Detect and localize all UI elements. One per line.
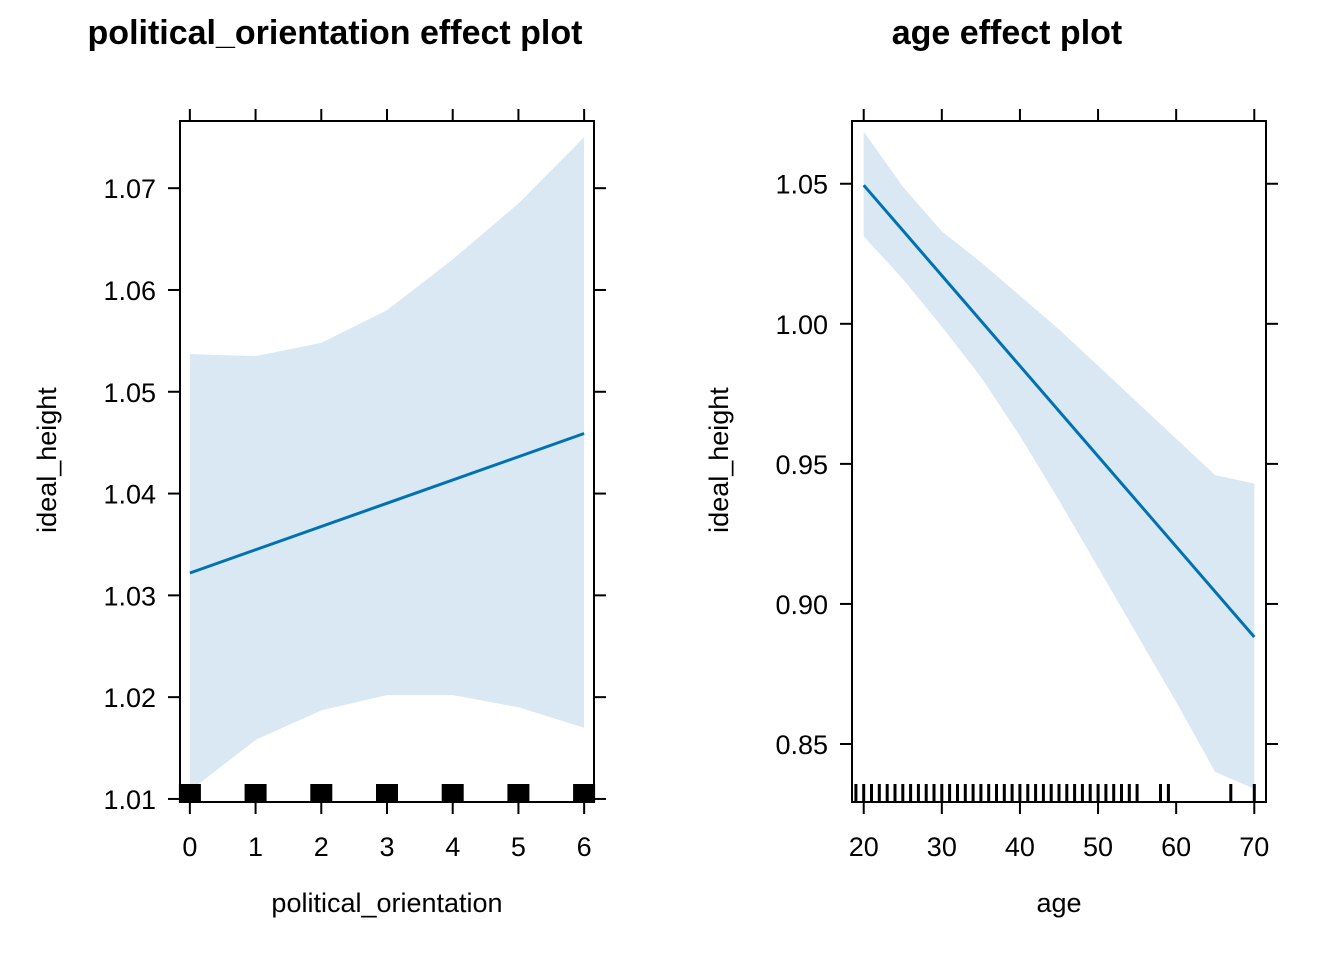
x-tick-label: 1: [248, 832, 263, 862]
rug-mark: [376, 784, 398, 802]
rug-mark: [1166, 784, 1170, 802]
x-axis-label: age: [1036, 888, 1081, 918]
chart-title: age effect plot: [892, 14, 1122, 52]
rug-mark: [854, 784, 858, 802]
rug-mark: [1073, 784, 1077, 802]
rug-mark: [1159, 784, 1162, 802]
political-orientation-panel: political_orientation effect plot politi…: [32, 14, 606, 918]
effect-line: [862, 184, 1256, 638]
rug-mark: [1104, 784, 1108, 802]
x-tick-label: 50: [1083, 832, 1113, 862]
y-tick-label: 1.05: [775, 170, 828, 200]
rug-mark: [971, 784, 975, 802]
x-tick-label: 5: [511, 832, 526, 862]
plot-frame: [851, 120, 1267, 803]
y-tick-label: 1.04: [103, 480, 156, 510]
rug-mark: [1041, 784, 1045, 802]
rug-mark: [963, 784, 967, 802]
y-tick-label: 1.02: [103, 683, 156, 713]
rug-mark: [507, 784, 530, 802]
rug-mark: [1135, 784, 1139, 802]
y-tick-label: 1.06: [103, 276, 156, 306]
y-axis-label: ideal_height: [704, 387, 734, 533]
rug-mark: [877, 784, 881, 802]
y-tick-label: 1.03: [103, 581, 156, 611]
rug-mark: [310, 784, 333, 802]
rug-mark: [916, 784, 920, 802]
rug-mark: [995, 784, 998, 802]
rug-mark: [862, 784, 866, 802]
rug-mark: [979, 784, 983, 802]
rug-mark: [1010, 784, 1014, 802]
x-tick-label: 0: [182, 832, 197, 862]
effect-line: [189, 432, 585, 575]
x-tick-label: 2: [314, 832, 329, 862]
y-tick-label: 1.05: [103, 378, 156, 408]
rug-mark: [932, 784, 936, 802]
rug-mark: [1127, 784, 1131, 802]
y-tick-label: 0.90: [775, 590, 828, 620]
rug-mark: [870, 784, 873, 802]
x-tick-label: 3: [379, 832, 394, 862]
rug-mark: [909, 784, 913, 802]
y-tick-label: 0.85: [775, 730, 828, 760]
rug-mark: [1057, 784, 1061, 802]
rug-mark: [1229, 784, 1233, 802]
x-tick-label: 40: [1005, 832, 1035, 862]
rug-mark: [573, 784, 596, 802]
rug-mark: [893, 784, 897, 802]
rug-mark: [901, 784, 905, 802]
y-tick-label: 1.07: [103, 174, 156, 204]
x-tick-label: 30: [927, 832, 957, 862]
rug-mark: [987, 784, 991, 802]
rug-mark: [1096, 784, 1100, 802]
rug-mark: [244, 784, 267, 802]
confidence-band: [863, 131, 1255, 789]
y-axis-label: ideal_height: [32, 387, 62, 533]
rug-mark: [1080, 784, 1084, 802]
rug-mark: [1049, 784, 1053, 802]
y-tick-label: 0.95: [775, 450, 828, 480]
rug-mark: [1018, 784, 1022, 802]
x-tick-label: 4: [445, 832, 460, 862]
rug-mark: [924, 784, 928, 802]
y-tick-label: 1.00: [775, 310, 828, 340]
rug-mark: [1026, 784, 1030, 802]
rug-mark: [1088, 784, 1092, 802]
rug-mark: [1002, 784, 1006, 802]
rug-mark: [956, 784, 959, 802]
rug-mark: [1112, 784, 1116, 802]
rug-mark: [1252, 784, 1256, 802]
age-panel: age effect plot age ideal_height 20 30 40 5…: [704, 14, 1278, 918]
x-tick-label: 70: [1239, 832, 1269, 862]
rug-mark: [1034, 784, 1038, 802]
chart-title: political_orientation effect plot: [88, 14, 583, 52]
confidence-band: [189, 137, 585, 791]
x-axis-label: political_orientation: [271, 888, 502, 918]
rug-mark: [885, 784, 889, 802]
rug-mark: [178, 784, 201, 802]
rug-mark: [948, 784, 952, 802]
x-tick-label: 6: [577, 832, 592, 862]
x-tick-label: 60: [1161, 832, 1191, 862]
rug-mark: [940, 784, 944, 802]
rug-mark: [441, 784, 464, 802]
rug-mark: [1065, 784, 1069, 802]
x-tick-label: 20: [849, 832, 879, 862]
y-tick-label: 1.01: [103, 785, 156, 815]
rug-mark: [1120, 784, 1123, 802]
